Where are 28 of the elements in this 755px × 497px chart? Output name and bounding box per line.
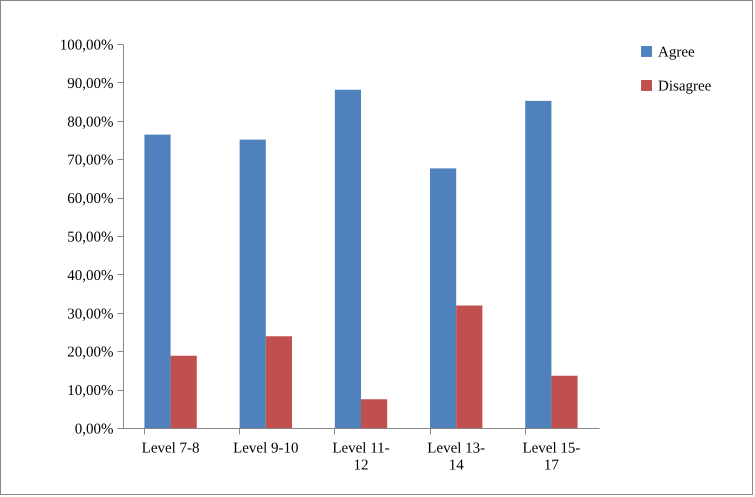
bar [525,100,552,428]
y-tick-label: 90,00% [67,76,114,92]
x-tick-label: Level 9-10 [233,440,298,456]
x-tick-label: Level 15-17 [522,440,580,474]
x-tick-label: Level 11-12 [332,440,390,474]
y-tick-label: 30,00% [67,306,114,322]
y-tick-label: 0,00% [74,422,114,438]
legend-label: Disagree [658,78,712,94]
y-tick-label: 40,00% [67,268,114,284]
y-tick-label: 80,00% [67,114,114,130]
y-tick-label: 20,00% [67,344,114,361]
bar [144,134,171,428]
y-tick-label: 50,00% [67,230,114,246]
bar [170,356,197,428]
x-tick-label: Level 7-8 [142,440,200,456]
bar [240,140,266,428]
y-tick-label: 60,00% [67,191,114,208]
y-tick-label: 100,00% [60,38,114,54]
x-tick-label: Level 13-14 [427,440,486,474]
y-tick-label: 70,00% [67,152,114,169]
bar [266,336,292,428]
bar [551,376,578,428]
y-tick-label: 10,00% [67,383,114,400]
legend-label: Agree [658,44,695,60]
bar [361,399,388,428]
bar [456,306,482,428]
bar [334,90,361,428]
bar [430,168,456,428]
